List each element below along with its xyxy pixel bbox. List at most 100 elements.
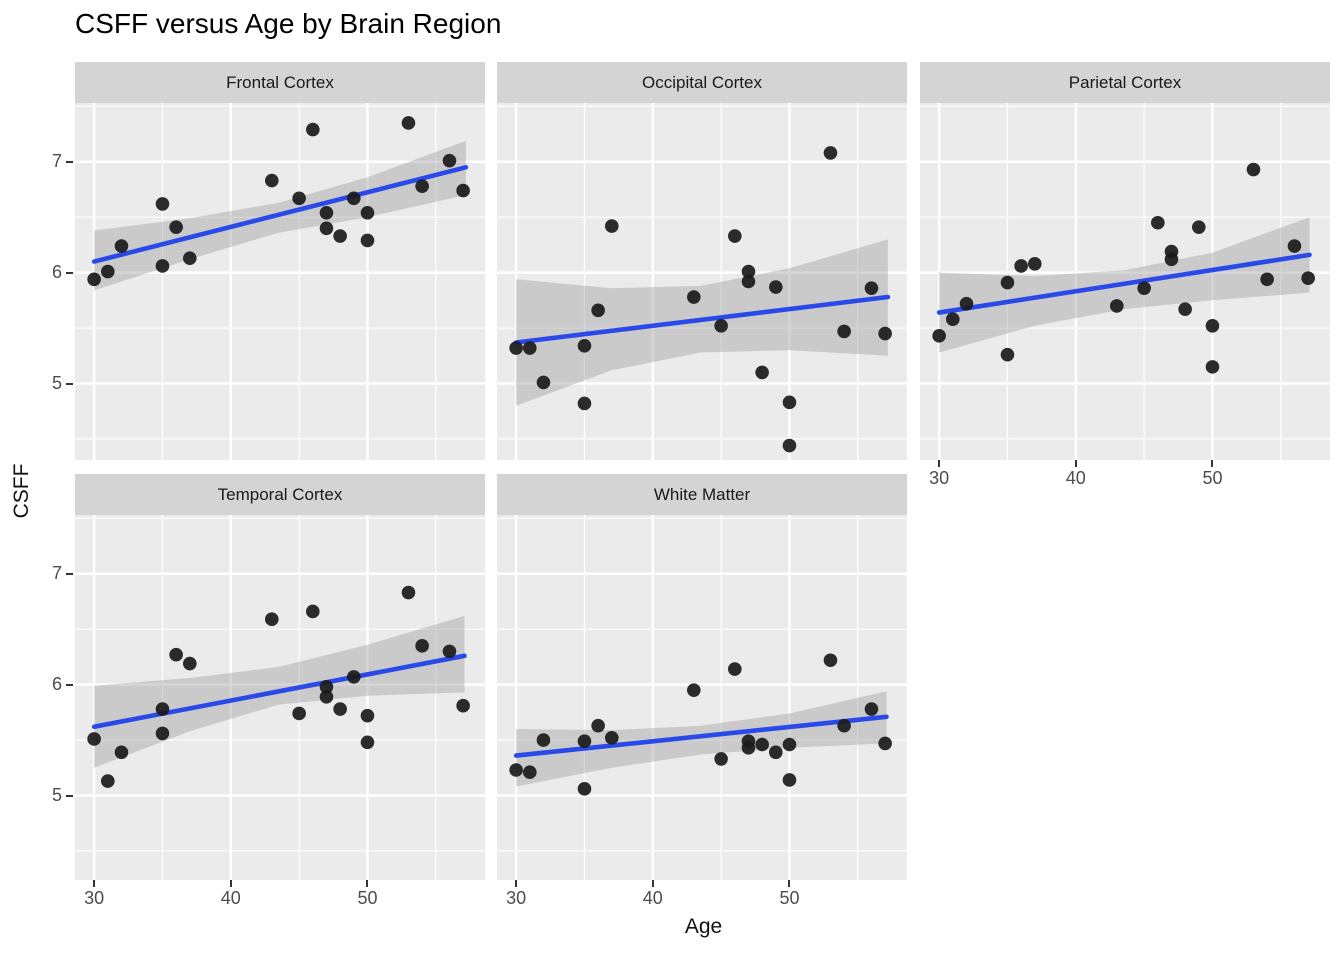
- data-point: [878, 736, 892, 751]
- data-point: [1260, 272, 1274, 287]
- x-tick-label: 40: [642, 888, 663, 908]
- x-tick-label: 30: [929, 468, 950, 488]
- data-point: [333, 702, 347, 716]
- y-tick-mark: [66, 572, 73, 575]
- data-point: [1246, 162, 1261, 177]
- data-point: [1028, 256, 1042, 271]
- data-point: [714, 319, 728, 333]
- data-point: [114, 745, 129, 760]
- data-point: [360, 735, 375, 750]
- data-point: [265, 612, 279, 627]
- panel-background: [75, 515, 485, 880]
- data-point: [1137, 281, 1151, 295]
- data-point: [523, 341, 537, 355]
- data-point: [509, 341, 523, 355]
- x-tick-mark: [788, 880, 791, 887]
- data-point: [87, 732, 101, 746]
- data-point: [319, 221, 334, 236]
- data-point: [605, 219, 619, 233]
- y-tick-mark: [66, 382, 73, 385]
- data-point: [415, 179, 429, 193]
- data-point: [755, 737, 769, 752]
- y-tick-mark: [66, 794, 73, 797]
- data-point: [155, 259, 170, 273]
- facet-panel-temporal-cortex: [75, 515, 485, 880]
- data-point: [319, 690, 334, 704]
- facet-panel-frontal-cortex: [75, 103, 485, 460]
- data-point: [292, 706, 306, 721]
- data-point: [741, 274, 756, 289]
- data-point: [837, 718, 851, 733]
- data-point: [169, 220, 183, 234]
- data-point: [360, 233, 375, 248]
- data-point: [1301, 271, 1315, 285]
- x-tick-mark: [651, 880, 654, 887]
- panel-background: [497, 515, 907, 880]
- x-axis-title: Age: [684, 915, 723, 938]
- data-point: [87, 272, 101, 287]
- data-point: [536, 375, 551, 390]
- data-point: [442, 644, 457, 659]
- data-point: [728, 662, 742, 676]
- y-tick-label: 7: [51, 562, 62, 583]
- data-point: [605, 731, 619, 745]
- x-tick-mark: [229, 880, 232, 887]
- data-point: [456, 698, 470, 713]
- data-point: [415, 639, 429, 653]
- facet-strip-parietal-cortex: Parietal Cortex: [920, 62, 1330, 103]
- data-point: [1192, 220, 1206, 234]
- x-tick-label: 50: [357, 888, 378, 908]
- data-point: [101, 774, 115, 788]
- trend-line: [91, 165, 469, 264]
- data-point: [864, 702, 879, 716]
- data-point: [837, 324, 851, 339]
- data-point: [183, 656, 197, 671]
- data-point: [401, 116, 416, 130]
- confidence-band: [516, 239, 888, 406]
- data-point: [401, 585, 416, 600]
- data-point: [442, 153, 457, 168]
- y-tick-mark: [66, 271, 73, 274]
- data-point: [169, 647, 183, 662]
- chart-title: CSFF versus Age by Brain Region: [75, 8, 502, 39]
- y-tick-label: 7: [51, 150, 62, 171]
- facet-strip-label: Occipital Cortex: [642, 72, 762, 92]
- data-point: [306, 604, 320, 619]
- trend-line: [91, 653, 467, 730]
- data-point: [347, 670, 361, 684]
- x-tick-mark: [1211, 460, 1214, 467]
- data-point: [959, 296, 974, 311]
- data-point: [333, 229, 347, 243]
- data-point: [101, 264, 115, 279]
- data-point: [1205, 319, 1220, 333]
- facet-strip-label: Temporal Cortex: [217, 484, 343, 504]
- data-point: [782, 438, 797, 453]
- x-tick-mark: [938, 460, 941, 467]
- x-tick-label: 50: [1202, 468, 1223, 488]
- data-point: [577, 734, 592, 748]
- data-point: [360, 205, 375, 220]
- data-point: [306, 122, 320, 137]
- data-point: [155, 726, 170, 741]
- data-point: [577, 339, 592, 353]
- data-point: [1014, 259, 1028, 273]
- confidence-band: [516, 691, 887, 787]
- data-point: [1205, 360, 1220, 374]
- x-tick-mark: [93, 880, 96, 887]
- data-point: [114, 239, 129, 253]
- facet-strip-label: White Matter: [653, 484, 751, 504]
- data-point: [1110, 299, 1124, 313]
- x-tick-label: 40: [220, 888, 241, 908]
- data-point: [456, 183, 470, 198]
- data-point: [782, 395, 797, 410]
- data-point: [687, 290, 701, 304]
- data-point: [577, 396, 592, 411]
- data-point: [536, 733, 551, 747]
- data-point: [769, 745, 783, 760]
- data-point: [1000, 275, 1015, 290]
- y-tick-label: 5: [51, 784, 62, 805]
- data-point: [591, 718, 605, 733]
- trend-line: [936, 252, 1312, 315]
- data-point: [591, 303, 605, 318]
